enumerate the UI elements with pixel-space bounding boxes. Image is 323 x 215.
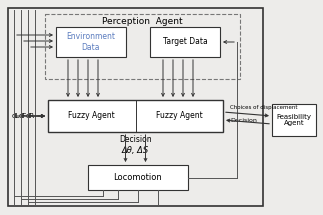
Text: Δθ, ΔS: Δθ, ΔS bbox=[122, 146, 149, 155]
Bar bbox=[8, 8, 263, 206]
Text: dR: dR bbox=[26, 113, 35, 119]
Bar bbox=[48, 100, 223, 132]
Bar bbox=[45, 14, 240, 79]
Text: Target Data: Target Data bbox=[162, 37, 207, 46]
Text: Fuzzy Agent: Fuzzy Agent bbox=[156, 112, 203, 120]
Text: Locomotion: Locomotion bbox=[114, 173, 162, 182]
Text: Fuzzy Agent: Fuzzy Agent bbox=[68, 112, 115, 120]
Text: Decision: Decision bbox=[119, 135, 152, 144]
Text: Feasibility
Agent: Feasibility Agent bbox=[276, 114, 311, 126]
Text: Environment
Data: Environment Data bbox=[67, 32, 116, 52]
Bar bbox=[56, 27, 126, 57]
Text: Perception  Agent: Perception Agent bbox=[102, 17, 183, 26]
Bar bbox=[88, 165, 188, 190]
Text: Decision: Decision bbox=[230, 118, 257, 123]
Text: dL: dL bbox=[12, 113, 20, 119]
Bar bbox=[150, 27, 220, 57]
Text: dF: dF bbox=[19, 113, 27, 119]
Bar bbox=[272, 104, 316, 136]
Text: Choices of displacement: Choices of displacement bbox=[230, 106, 297, 111]
